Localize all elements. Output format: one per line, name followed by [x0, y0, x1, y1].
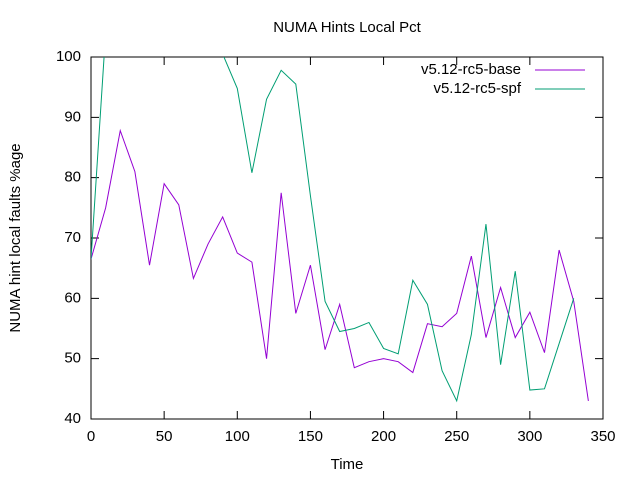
- y-tick-label: 50: [64, 350, 81, 367]
- x-tick-label: 200: [371, 428, 396, 445]
- chart-title: NUMA Hints Local Pct: [273, 19, 421, 36]
- plot-frame: [90, 56, 604, 420]
- x-tick-label: 100: [225, 428, 250, 445]
- x-tick-label: 0: [87, 428, 95, 445]
- y-tick-label: 70: [64, 229, 81, 246]
- x-axis-label: Time: [331, 456, 364, 473]
- x-tick-label: 350: [590, 428, 615, 445]
- y-tick-label: 80: [64, 169, 81, 186]
- legend-label: v5.12-rc5-base: [421, 61, 521, 78]
- series-line: [91, 128, 589, 401]
- y-axis-label: NUMA hint local faults %age: [7, 143, 24, 332]
- x-tick-label: 250: [444, 428, 469, 445]
- y-tick-label: 90: [64, 108, 81, 125]
- y-tick-label: 100: [56, 48, 81, 65]
- y-tick-label: 40: [64, 410, 81, 427]
- x-tick-label: 50: [156, 428, 173, 445]
- x-tick-label: 150: [298, 428, 323, 445]
- x-tick-label: 300: [517, 428, 542, 445]
- series-line: [91, 57, 575, 403]
- y-tick-label: 60: [64, 289, 81, 306]
- legend-label: v5.12-rc5-spf: [433, 80, 521, 97]
